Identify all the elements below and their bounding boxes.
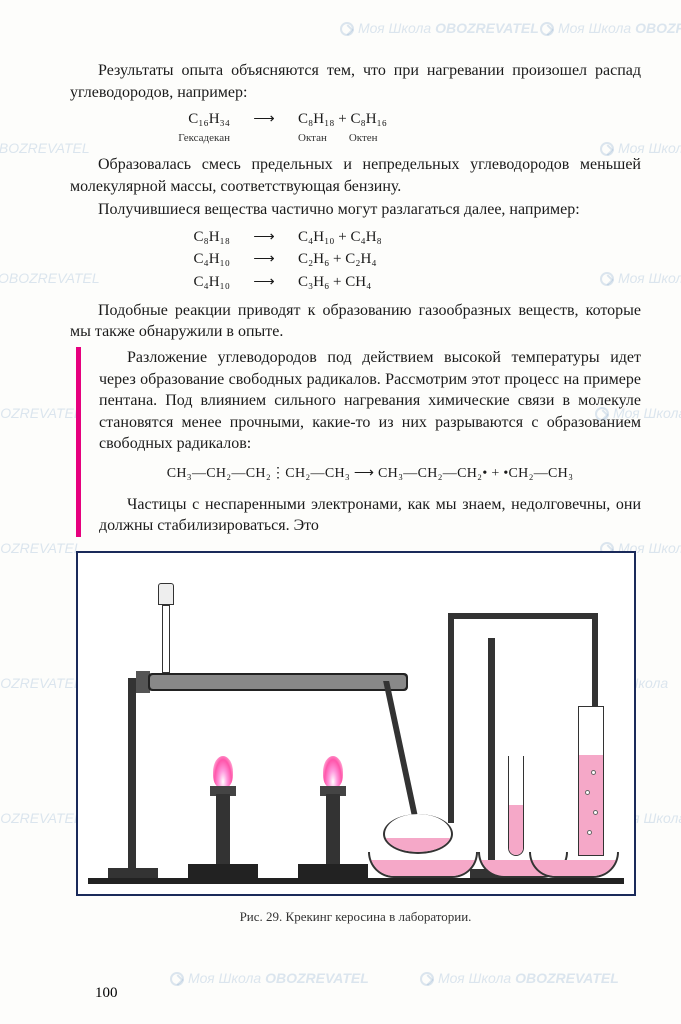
- eq2-2-left: C₄H₁₀: [170, 272, 230, 292]
- paragraph-2: Образовалась смесь предельных и непредел…: [70, 154, 641, 197]
- eq2-1-left: C₄H₁₀: [170, 249, 230, 269]
- paragraph-3: Получившиеся вещества частично могут раз…: [70, 199, 641, 221]
- arrow-icon: ⟶: [246, 227, 282, 247]
- equation-block-2: C₈H₁₈ ⟶ C₄H₁₀ + C₄H₈ C₄H₁₀ ⟶ C₂H₆ + C₂H₄…: [170, 227, 641, 292]
- eq1-right: C₈H₁₈ + C₈H₁₆: [298, 109, 387, 129]
- reaction-tube-icon: [148, 673, 408, 691]
- page-content: Результаты опыта объясняются тем, что пр…: [70, 60, 641, 926]
- burner-icon: [293, 786, 373, 878]
- highlight-para-2: Частицы с неспаренными электронами, как …: [99, 494, 641, 537]
- highlight-para-1: Разложение углеводородов под действием в…: [99, 347, 641, 455]
- figure-29: [76, 551, 636, 896]
- watermark: Моя Школа OBOZREVATEL: [540, 20, 681, 36]
- arrow-icon: ⟶: [246, 272, 282, 292]
- dropper-icon: [158, 583, 174, 673]
- paragraph-4: Подобные реакции приводят к образованию …: [70, 300, 641, 343]
- eq1-label-right: Октан Октен: [298, 131, 378, 146]
- watermark: Моя Школа OBOZREVATEL: [170, 970, 369, 986]
- equation-block-1: C₁₆H₃₄ ⟶ C₈H₁₈ + C₈H₁₆ Гексадекан Октан …: [170, 109, 641, 146]
- watermark: Моя Школа OBOZREVATEL: [340, 20, 539, 36]
- watermark: Моя Школа OBOZREVATEL: [420, 970, 619, 986]
- page-number: 100: [95, 985, 118, 1002]
- eq2-0-left: C₈H₁₈: [170, 227, 230, 247]
- eq1-label-left: Гексадекан: [170, 131, 230, 146]
- figure-caption: Рис. 29. Крекинг керосина в лаборатории.: [70, 908, 641, 926]
- eq2-1-right: C₂H₆ + C₂H₄: [298, 249, 377, 269]
- arrow-icon: ⟶: [246, 249, 282, 269]
- cylinder-icon: [578, 706, 604, 856]
- eq2-0-right: C₄H₁₀ + C₄H₈: [298, 227, 382, 247]
- paragraph-1: Результаты опыта объясняются тем, что пр…: [70, 60, 641, 103]
- arrow-icon: ⟶: [246, 109, 282, 129]
- eq1-left: C₁₆H₃₄: [170, 109, 230, 129]
- radical-equation: CH₃—CH₂—CH₂⋮CH₂—CH₃ ⟶ CH₃—CH₂—CH₂• + •CH…: [99, 465, 641, 484]
- eq2-2-right: C₃H₆ + CH₄: [298, 272, 371, 292]
- testtube-icon: [508, 756, 524, 856]
- highlight-block: Разложение углеводородов под действием в…: [76, 347, 641, 537]
- burner-icon: [183, 786, 263, 878]
- dish-icon: [368, 852, 478, 878]
- dish-icon: [529, 852, 619, 878]
